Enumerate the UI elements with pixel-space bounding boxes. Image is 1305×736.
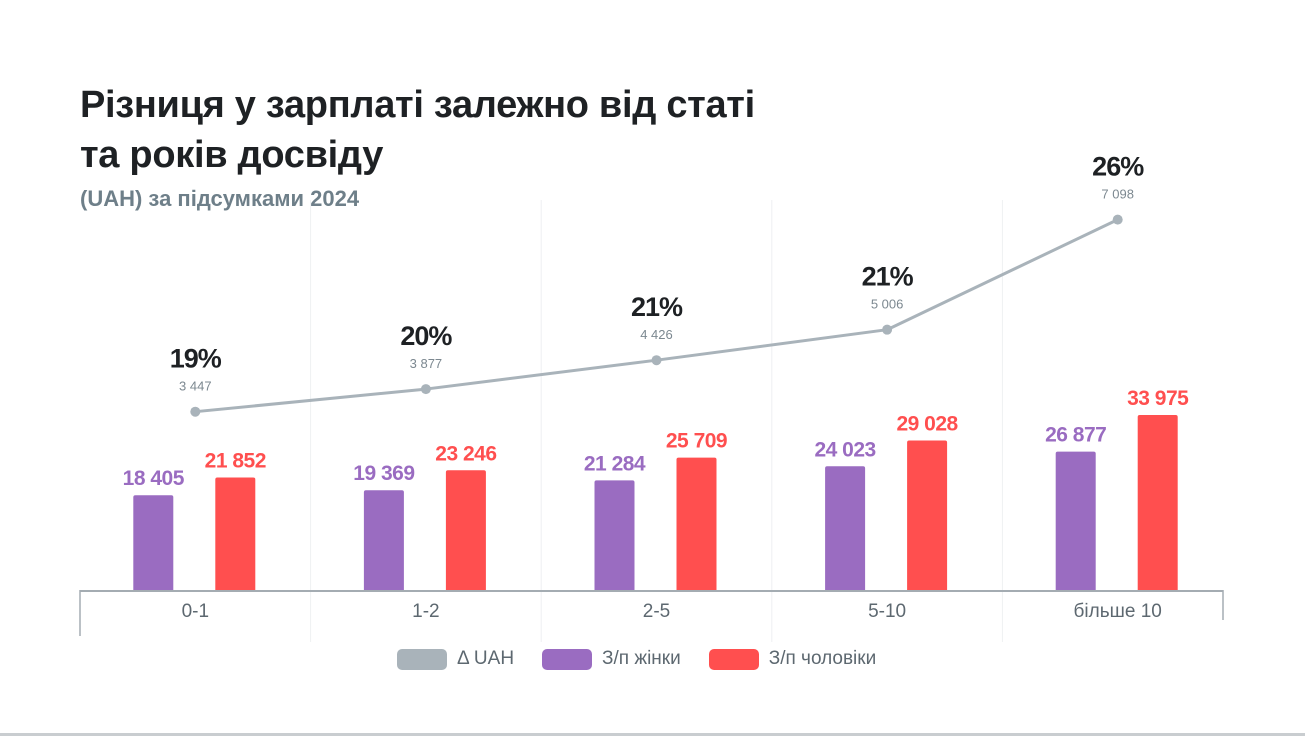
delta-percent-label: 21% — [862, 262, 914, 292]
bar-women — [363, 490, 404, 592]
bar-men — [215, 477, 256, 592]
delta-point — [882, 324, 893, 335]
bar-label-women: 24 023 — [814, 438, 875, 461]
bar-label-men: 23 246 — [435, 442, 496, 465]
bar-men — [1137, 415, 1178, 592]
legend-swatch-men — [708, 648, 759, 670]
bottom-divider — [0, 733, 1305, 736]
bar-women — [1055, 451, 1096, 592]
legend-item-men: З/п чоловіки — [708, 648, 877, 670]
delta-point — [420, 384, 431, 395]
legend: Δ UAH З/п жінки З/п чоловіки — [397, 648, 904, 670]
delta-value-label: 3 877 — [410, 356, 443, 371]
legend-item-women: З/п жінки — [542, 648, 681, 670]
delta-value-label: 3 447 — [179, 379, 212, 394]
x-tick-label: 0-1 — [182, 601, 209, 622]
delta-value-label: 4 426 — [640, 327, 673, 342]
x-tick-label: 2-5 — [643, 601, 670, 622]
delta-value-label: 7 098 — [1101, 187, 1134, 202]
delta-percent-label: 20% — [400, 321, 452, 351]
delta-percent-label: 26% — [1092, 152, 1144, 182]
delta-point — [1112, 214, 1123, 225]
delta-percent-label: 21% — [631, 292, 683, 322]
bar-men — [445, 470, 486, 592]
legend-label-delta: Δ UAH — [457, 648, 515, 669]
bar-label-women: 19 369 — [353, 462, 414, 485]
bar-label-women: 18 405 — [123, 467, 185, 490]
chart-title: Різниця у зарплаті залежно від статі та … — [80, 80, 755, 180]
legend-swatch-delta — [397, 648, 447, 670]
bar-men — [907, 440, 948, 592]
chart-subtitle: (UAH) за підсумками 2024 — [80, 186, 360, 211]
bar-label-women: 21 284 — [584, 452, 646, 475]
legend-swatch-women — [542, 648, 593, 670]
title-line-1: Різниця у зарплаті залежно від статі — [80, 84, 755, 126]
delta-value-label: 5 006 — [871, 297, 904, 312]
bar-label-men: 25 709 — [666, 430, 727, 453]
delta-point — [190, 406, 201, 417]
delta-percent-label: 19% — [170, 344, 222, 374]
bar-label-women: 26 877 — [1045, 424, 1106, 447]
bar-label-men: 21 852 — [205, 449, 266, 472]
bar-women — [825, 466, 866, 592]
bar-label-men: 29 028 — [896, 413, 958, 436]
x-tick-label: більше 10 — [1074, 601, 1162, 622]
legend-label-men: З/п чоловіки — [768, 648, 877, 669]
bar-label-men: 33 975 — [1127, 387, 1189, 410]
legend-label-women: З/п жінки — [602, 648, 681, 669]
bar-women — [594, 480, 635, 592]
delta-point — [651, 355, 662, 366]
legend-item-delta: Δ UAH — [397, 648, 514, 670]
x-tick-label: 1-2 — [412, 601, 439, 622]
x-tick-label: 5-10 — [868, 601, 906, 622]
bar-women — [133, 495, 174, 592]
bar-men — [676, 457, 717, 592]
title-line-2: та років досвіду — [80, 134, 384, 176]
